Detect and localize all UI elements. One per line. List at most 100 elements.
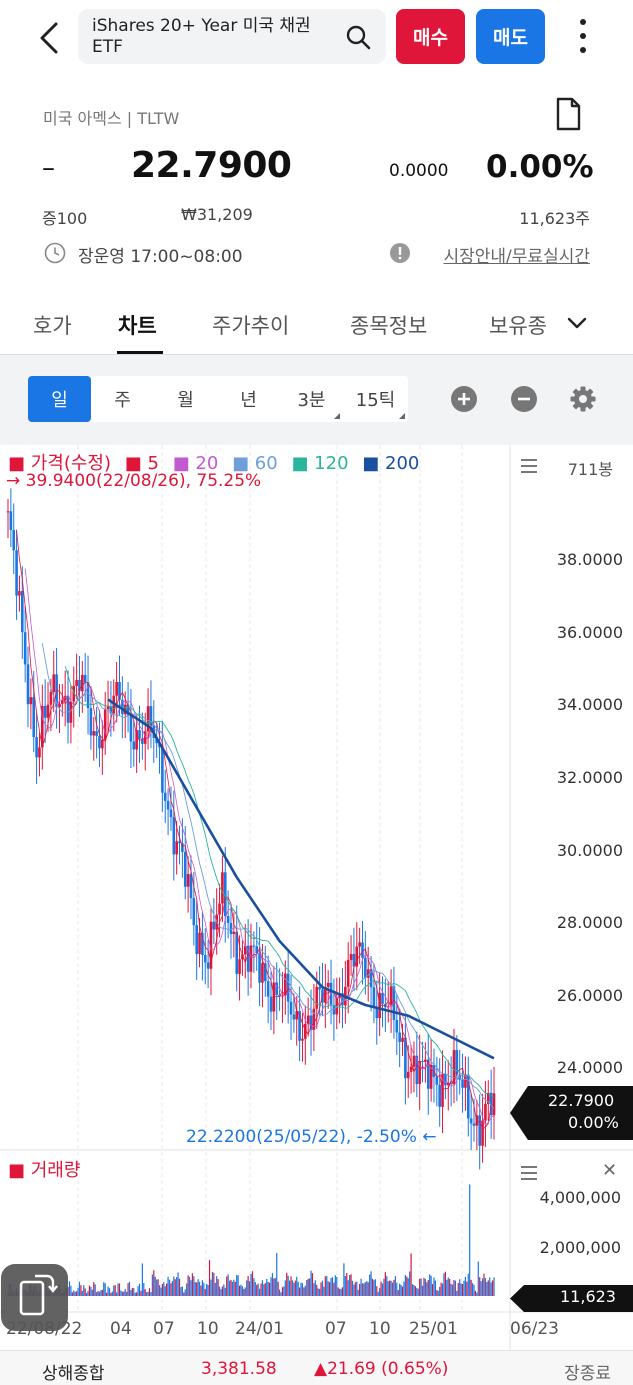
candle-body	[58, 703, 61, 708]
sell-button[interactable]: 매도	[476, 9, 545, 64]
candle-body	[175, 841, 178, 855]
volume-bar	[321, 1280, 324, 1296]
volume-bar	[460, 1283, 462, 1296]
volume-bar	[133, 1288, 135, 1296]
buy-button[interactable]: 매수	[396, 9, 465, 64]
chart-menu-icon[interactable]	[521, 458, 541, 474]
tab-stock-info[interactable]: 종목정보	[350, 314, 428, 338]
zoom-out-icon[interactable]	[510, 385, 538, 413]
volume-bar	[243, 1288, 245, 1296]
margin-rate: 증100	[42, 209, 88, 228]
volume-bar	[431, 1284, 434, 1296]
market-info-link[interactable]: 시장안내/무료실시간	[443, 247, 591, 267]
index-value: 3,381.58	[201, 1359, 277, 1379]
volume-bar	[184, 1289, 186, 1296]
volume-bar	[376, 1286, 378, 1296]
volume-bar	[213, 1272, 215, 1296]
candle-body	[366, 969, 370, 978]
volume-bar	[221, 1286, 224, 1296]
settings-gear-icon[interactable]	[569, 385, 597, 413]
volume-bar	[94, 1284, 96, 1296]
x-tick: 04	[110, 1319, 132, 1339]
rotate-screen-button[interactable]	[1, 1264, 68, 1331]
period-3min[interactable]: 3분	[280, 376, 343, 422]
market-ticker[interactable]: 상해종합 3,381.58 ▲21.69 (0.65%) 장종료	[0, 1350, 633, 1385]
candle-body	[32, 697, 36, 738]
volume-bar	[464, 1276, 467, 1296]
volume-bar	[484, 1278, 487, 1296]
candle-body	[66, 695, 70, 723]
document-icon[interactable]	[552, 96, 584, 132]
close-icon[interactable]: ✕	[602, 1160, 618, 1181]
volume-bar	[361, 1283, 364, 1296]
volume-bar	[410, 1253, 412, 1296]
search-icon[interactable]	[344, 23, 372, 51]
volume-bar	[68, 1281, 71, 1296]
search-bar[interactable]: iShares 20+ Year 미국 채권 ETF	[78, 9, 386, 64]
volume-bar	[336, 1276, 338, 1296]
candle-body	[315, 987, 319, 1009]
tab-chart[interactable]: 차트	[118, 314, 157, 338]
candle-body	[198, 932, 201, 954]
volume-bar	[223, 1284, 225, 1296]
volume-bar	[324, 1276, 326, 1296]
volume-bar	[483, 1273, 485, 1296]
candle-body	[261, 963, 264, 983]
volume-bar	[359, 1284, 361, 1296]
period-month[interactable]: 월	[177, 390, 194, 411]
tab-orderbook[interactable]: 호가	[33, 314, 72, 338]
zoom-in-icon[interactable]	[450, 385, 478, 413]
volume-bar	[471, 1283, 474, 1296]
volume-bar	[240, 1284, 242, 1296]
volume-menu-icon[interactable]	[521, 1166, 541, 1180]
chevron-down-icon[interactable]	[565, 312, 589, 334]
volume-bar	[349, 1275, 351, 1296]
volume-bar	[174, 1279, 176, 1296]
candle-body	[478, 1115, 482, 1146]
candle-body	[464, 1074, 467, 1088]
volume-bar	[413, 1285, 415, 1296]
period-week[interactable]: 주	[114, 390, 131, 411]
volume-bar	[407, 1278, 409, 1296]
more-options-icon[interactable]	[570, 14, 596, 58]
volume-bar	[120, 1290, 122, 1296]
candle-body	[83, 675, 87, 683]
tab-holdings[interactable]: 보유종	[489, 314, 547, 338]
period-year[interactable]: 년	[240, 390, 257, 411]
volume-bar	[317, 1288, 319, 1296]
period-day[interactable]: 일	[28, 376, 91, 422]
high-annotation: → 39.9400(22/08/26), 75.25%	[6, 471, 262, 491]
x-tick: 24/01	[235, 1319, 284, 1339]
volume-bar	[393, 1279, 395, 1296]
volume-bar	[220, 1289, 222, 1296]
back-button[interactable]	[30, 18, 70, 58]
volume-bar	[409, 1271, 411, 1296]
candle-body	[212, 921, 216, 930]
period-15tick[interactable]: 15틱	[343, 376, 408, 422]
candle-body	[81, 675, 84, 692]
candle-body	[369, 969, 373, 988]
stock-title: iShares 20+ Year 미국 채권 ETF	[92, 16, 311, 57]
volume-bar	[140, 1290, 142, 1296]
volume-bar	[83, 1285, 85, 1296]
volume-bar	[419, 1278, 421, 1296]
volume-bar	[273, 1278, 275, 1296]
volume-bar	[191, 1273, 193, 1296]
tab-price-trend[interactable]: 주가추이	[212, 314, 290, 338]
current-price-tag	[510, 1086, 633, 1140]
volume-bar	[297, 1281, 299, 1296]
current-price-tag-pct: 0.00%	[568, 1113, 619, 1132]
candle-body	[106, 706, 110, 710]
volume-bar	[77, 1287, 79, 1296]
volume-bar	[353, 1284, 355, 1296]
candle-body	[275, 982, 279, 995]
price-change: 0.0000	[389, 161, 449, 181]
volume-bar	[84, 1288, 86, 1296]
volume-bar	[233, 1279, 235, 1296]
volume-bar	[211, 1271, 214, 1296]
price-chart[interactable]	[0, 445, 633, 1350]
candle-body	[269, 996, 273, 1012]
candle-body	[446, 1082, 450, 1086]
y-tick: 30.0000	[556, 841, 623, 860]
candle-body	[292, 1014, 296, 1020]
